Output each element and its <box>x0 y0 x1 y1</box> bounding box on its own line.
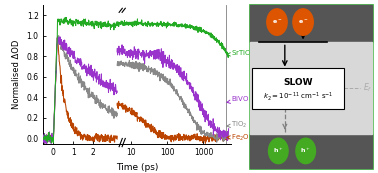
FancyBboxPatch shape <box>252 68 344 108</box>
Text: TiO$_2$: TiO$_2$ <box>227 120 247 130</box>
Bar <box>249 134 372 168</box>
Text: SLOW: SLOW <box>283 78 313 87</box>
Circle shape <box>296 138 316 164</box>
X-axis label: Time (ps): Time (ps) <box>116 163 158 172</box>
Circle shape <box>268 138 288 164</box>
Bar <box>249 5 372 42</box>
Bar <box>249 42 372 134</box>
Text: BiVO$_4$: BiVO$_4$ <box>227 94 253 105</box>
Text: $k_2 = 10^{-11}$ cm$^{-1}$ s$^{-1}$: $k_2 = 10^{-11}$ cm$^{-1}$ s$^{-1}$ <box>263 90 333 103</box>
Text: Fe$_2$O$_3$: Fe$_2$O$_3$ <box>227 132 253 143</box>
Circle shape <box>267 9 287 35</box>
Text: e$^-$: e$^-$ <box>298 18 308 26</box>
Text: e$^-$: e$^-$ <box>272 18 282 26</box>
Circle shape <box>293 9 313 35</box>
Y-axis label: Normalised ΔOD: Normalised ΔOD <box>12 40 21 109</box>
Text: $E_f$: $E_f$ <box>363 82 372 94</box>
Text: h$^+$: h$^+$ <box>273 147 284 155</box>
Text: SrTiO$_3$: SrTiO$_3$ <box>227 49 255 60</box>
Text: h$^+$: h$^+$ <box>301 147 311 155</box>
